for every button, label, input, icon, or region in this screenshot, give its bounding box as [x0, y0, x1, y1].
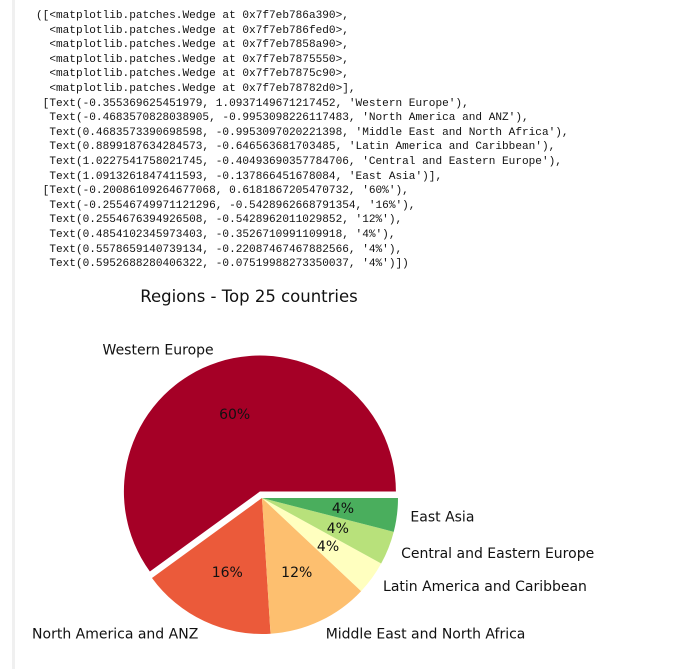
output-line: Text(0.2554676394926508, -0.542896201102…: [36, 214, 403, 227]
pie-slice: [262, 498, 382, 592]
output-line: <matplotlib.patches.Wedge at 0x7f7eb7875…: [36, 53, 349, 66]
pie-slice: [123, 355, 396, 572]
output-line: Text(-0.25546749971121296, -0.5428962668…: [36, 199, 416, 212]
output-line: Text(0.4683573390698598, -0.995309702022…: [36, 126, 569, 139]
pie-percent-labels: 60% 16% 12% 4% 4% 4%: [212, 407, 354, 581]
pie-category-label: Latin America and Caribbean: [383, 579, 587, 595]
cell-output: ([<matplotlib.patches.Wedge at 0x7f7eb78…: [36, 9, 569, 272]
output-line: Text(0.5578659140739134, -0.220874674678…: [36, 243, 403, 256]
pie-percent-label: 4%: [317, 539, 339, 555]
output-line: <matplotlib.patches.Wedge at 0x7f7eb7875…: [36, 68, 349, 81]
pie-percent-label: 16%: [212, 565, 243, 581]
output-line: [Text(-0.20086109264677068, 0.6181867205…: [36, 185, 409, 198]
pie-slice: [262, 498, 362, 634]
pie-slice: [262, 498, 398, 532]
output-line: Text(1.0227541758021745, -0.404936903577…: [36, 155, 562, 168]
pie-category-label: Western Europe: [103, 342, 214, 358]
pie-percent-label: 12%: [281, 565, 312, 581]
pie-category-label: East Asia: [410, 510, 474, 526]
pie-category-label: Central and Eastern Europe: [401, 546, 594, 562]
pie-category-labels: Western Europe North America and ANZ Middl…: [32, 342, 594, 642]
pie-percent-label: 60%: [219, 407, 250, 423]
pie-category-label: Middle East and North Africa: [326, 626, 526, 642]
cell-gutter: [12, 0, 15, 669]
output-line: Text(0.4854102345973403, -0.352671099110…: [36, 228, 396, 241]
output-line: Text(0.8899187634284573, -0.646563681703…: [36, 141, 556, 154]
pie-wedges: [123, 355, 398, 634]
output-line: <matplotlib.patches.Wedge at 0x7f7eb7878…: [36, 82, 356, 95]
output-line: ([<matplotlib.patches.Wedge at 0x7f7eb78…: [36, 10, 349, 22]
output-line: Text(-0.4683570828038905, -0.99530982261…: [36, 112, 529, 125]
pie-slice: [262, 498, 394, 564]
output-line: <matplotlib.patches.Wedge at 0x7f7eb786f…: [36, 24, 349, 37]
pie-percent-label: 4%: [332, 501, 354, 517]
pie-category-label: North America and ANZ: [32, 626, 198, 642]
output-line: [Text(-0.355369625451979, 1.093714967121…: [36, 97, 469, 110]
pie-slice: [151, 498, 271, 634]
pie-percent-label: 4%: [327, 521, 349, 537]
output-line: Text(0.5952688280406322, -0.075199882733…: [36, 258, 409, 271]
output-line: Text(1.0913261847411593, -0.137866451678…: [36, 170, 443, 183]
output-line: <matplotlib.patches.Wedge at 0x7f7eb7858…: [36, 39, 349, 52]
chart-title: Regions - Top 25 countries: [140, 287, 358, 306]
